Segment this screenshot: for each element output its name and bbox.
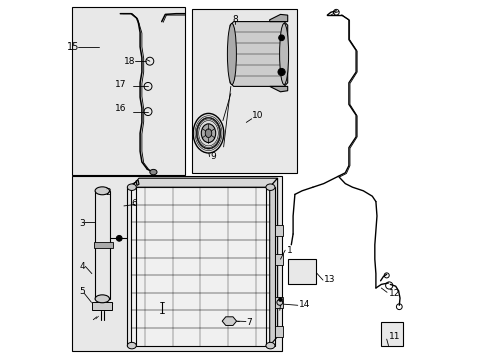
Text: 10: 10 xyxy=(251,111,263,120)
Text: 15: 15 xyxy=(67,42,80,52)
Text: 3: 3 xyxy=(80,219,85,228)
Polygon shape xyxy=(269,86,287,92)
Text: 12: 12 xyxy=(387,289,399,298)
Ellipse shape xyxy=(265,184,274,190)
Text: 6: 6 xyxy=(131,199,137,208)
Polygon shape xyxy=(131,178,277,187)
Text: 17: 17 xyxy=(115,80,126,89)
Text: 8: 8 xyxy=(232,15,238,24)
Text: 4: 4 xyxy=(80,262,85,271)
Text: 1: 1 xyxy=(286,246,292,255)
Polygon shape xyxy=(131,187,269,346)
Polygon shape xyxy=(269,14,287,22)
Text: 13: 13 xyxy=(323,275,334,284)
Text: 14: 14 xyxy=(298,300,309,309)
Bar xyxy=(72,176,282,351)
Ellipse shape xyxy=(227,23,236,85)
Bar xyxy=(72,7,185,175)
Circle shape xyxy=(278,298,282,301)
Circle shape xyxy=(116,235,122,241)
Polygon shape xyxy=(380,322,402,346)
Polygon shape xyxy=(94,242,113,248)
Polygon shape xyxy=(269,178,277,346)
Polygon shape xyxy=(275,326,283,337)
Ellipse shape xyxy=(193,113,224,153)
Circle shape xyxy=(278,35,284,41)
Text: 11: 11 xyxy=(387,332,399,341)
Text: 7: 7 xyxy=(246,318,251,327)
Polygon shape xyxy=(222,317,236,325)
Polygon shape xyxy=(275,254,283,265)
Ellipse shape xyxy=(127,342,136,349)
Polygon shape xyxy=(230,22,287,86)
Ellipse shape xyxy=(149,170,157,175)
Ellipse shape xyxy=(265,342,274,349)
Polygon shape xyxy=(287,259,316,284)
Text: 9: 9 xyxy=(210,152,216,161)
Ellipse shape xyxy=(279,23,288,85)
Bar xyxy=(192,9,296,173)
Polygon shape xyxy=(275,225,283,236)
Text: 18: 18 xyxy=(123,57,135,66)
Ellipse shape xyxy=(201,124,215,143)
Polygon shape xyxy=(136,181,139,185)
Ellipse shape xyxy=(205,129,211,138)
Ellipse shape xyxy=(95,187,109,195)
Polygon shape xyxy=(95,191,109,299)
Text: 16: 16 xyxy=(115,104,126,113)
Circle shape xyxy=(277,68,285,76)
Polygon shape xyxy=(275,297,283,308)
Polygon shape xyxy=(92,302,112,310)
Ellipse shape xyxy=(95,295,109,303)
Text: 2: 2 xyxy=(105,188,111,197)
Text: 5: 5 xyxy=(80,287,85,296)
Ellipse shape xyxy=(127,184,136,190)
